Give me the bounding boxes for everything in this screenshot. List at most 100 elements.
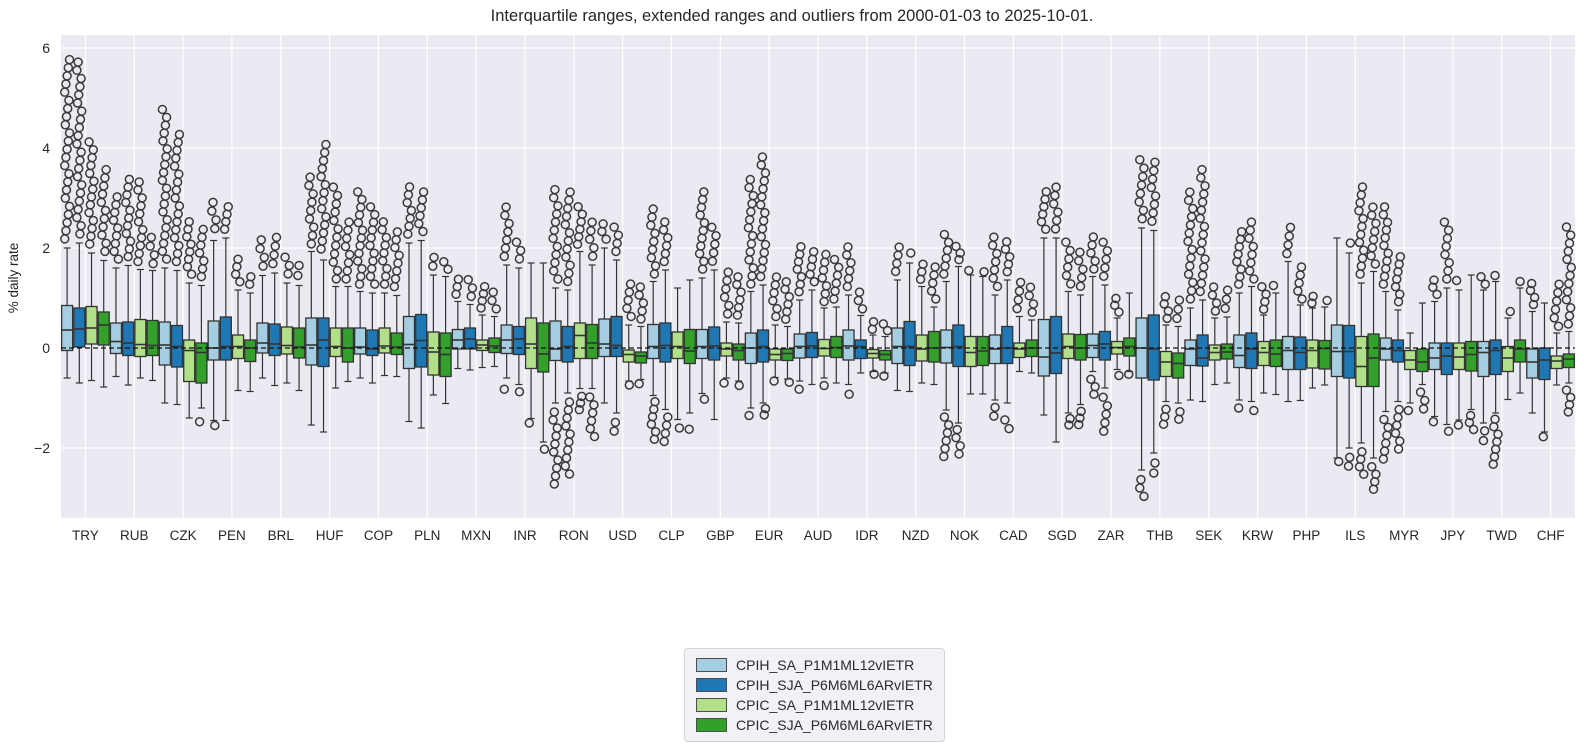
outlier-point bbox=[76, 180, 87, 190]
outlier-point bbox=[1358, 469, 1369, 479]
outlier-point bbox=[1236, 227, 1247, 237]
outlier-point bbox=[392, 227, 403, 237]
outlier-point bbox=[699, 394, 710, 404]
legend-entry: CPIC_SA_P1M1ML12vIETR bbox=[696, 697, 933, 713]
outlier-point bbox=[157, 104, 168, 115]
outlier-point bbox=[634, 379, 644, 389]
outlier-point bbox=[515, 245, 526, 256]
outlier-point bbox=[1480, 279, 1490, 289]
outlier-point bbox=[344, 249, 355, 260]
outlier-point bbox=[100, 205, 111, 216]
outlier-point bbox=[955, 441, 965, 451]
outlier-point bbox=[184, 217, 194, 227]
outlier-point bbox=[321, 139, 331, 150]
outlier-point bbox=[943, 237, 954, 248]
outlier-point bbox=[1428, 417, 1439, 427]
outlier-point bbox=[1111, 293, 1121, 304]
outlier-point bbox=[1197, 164, 1207, 175]
outlier-point bbox=[1395, 436, 1405, 446]
x-tick-label: MXN bbox=[461, 528, 491, 543]
outlier-point bbox=[699, 187, 709, 197]
outlier-point bbox=[76, 220, 86, 231]
outlier-point bbox=[1432, 289, 1442, 300]
outlier-point bbox=[1139, 163, 1149, 173]
outlier-point bbox=[707, 222, 717, 232]
box bbox=[280, 326, 294, 355]
box bbox=[549, 320, 562, 362]
outlier-point bbox=[1443, 225, 1454, 235]
outlier-point bbox=[1561, 222, 1572, 232]
box bbox=[268, 323, 281, 357]
outlier-point bbox=[1149, 468, 1159, 478]
outlier-point bbox=[760, 403, 771, 414]
outlier-point bbox=[624, 380, 635, 390]
outlier-point bbox=[404, 182, 415, 192]
outlier-point bbox=[1296, 262, 1307, 272]
outlier-point bbox=[1078, 264, 1088, 274]
outlier-point bbox=[1086, 374, 1096, 384]
outlier-point bbox=[1000, 415, 1010, 425]
box bbox=[671, 331, 684, 360]
outlier-point bbox=[854, 287, 865, 297]
box bbox=[1001, 325, 1014, 365]
outlier-point bbox=[589, 431, 600, 442]
outlier-point bbox=[638, 298, 649, 308]
outlier-point bbox=[1211, 298, 1222, 308]
legend-swatch bbox=[696, 658, 727, 672]
box bbox=[1428, 342, 1441, 371]
outlier-point bbox=[1150, 191, 1161, 201]
outlier-point bbox=[1187, 244, 1197, 255]
outlier-point bbox=[1098, 392, 1108, 402]
chart-title: Interquartile ranges, extended ranges an… bbox=[490, 7, 1094, 25]
x-tick-label: THB bbox=[1146, 528, 1173, 543]
outlier-point bbox=[609, 222, 619, 232]
outlier-point bbox=[553, 455, 563, 465]
outlier-point bbox=[809, 277, 820, 287]
outlier-point bbox=[992, 248, 1002, 259]
outlier-point bbox=[148, 258, 158, 269]
outlier-point bbox=[648, 204, 658, 214]
outlier-point bbox=[808, 247, 819, 257]
x-tick-label: TRY bbox=[72, 528, 99, 543]
outlier-point bbox=[1345, 238, 1356, 248]
outlier-point bbox=[1163, 306, 1174, 316]
outlier-point bbox=[369, 248, 379, 258]
box bbox=[329, 327, 342, 358]
outlier-point bbox=[64, 54, 75, 65]
outlier-point bbox=[370, 279, 380, 289]
outlier-point bbox=[1257, 282, 1267, 292]
outlier-point bbox=[1200, 181, 1210, 191]
outlier-point bbox=[210, 420, 220, 431]
outlier-point bbox=[382, 263, 392, 274]
outlier-point bbox=[894, 242, 904, 252]
outlier-point bbox=[1261, 289, 1271, 299]
outlier-point bbox=[1403, 405, 1414, 416]
outlier-point bbox=[1013, 295, 1024, 305]
outlier-point bbox=[453, 274, 464, 284]
y-axis-label: % daily rate bbox=[6, 242, 21, 314]
outlier-point bbox=[1284, 231, 1295, 241]
outlier-point bbox=[1138, 205, 1149, 216]
box bbox=[1013, 342, 1026, 359]
outlier-point bbox=[161, 112, 172, 123]
outlier-point bbox=[174, 129, 185, 140]
outlier-point bbox=[574, 404, 585, 415]
x-tick-label: EUR bbox=[755, 528, 784, 543]
box bbox=[1049, 315, 1063, 375]
box bbox=[1416, 348, 1429, 373]
outlier-point bbox=[674, 423, 685, 433]
outlier-point bbox=[1208, 282, 1219, 292]
outlier-point bbox=[711, 231, 721, 241]
outlier-point bbox=[524, 418, 535, 428]
outlier-point bbox=[1525, 285, 1536, 296]
outlier-point bbox=[332, 190, 343, 201]
outlier-point bbox=[589, 400, 599, 410]
outlier-point bbox=[479, 281, 490, 292]
outlier-point bbox=[1468, 424, 1479, 435]
outlier-point bbox=[101, 164, 111, 175]
x-tick-label: ILS bbox=[1345, 528, 1365, 543]
outlier-point bbox=[198, 224, 208, 235]
outlier-point bbox=[1053, 207, 1063, 217]
outlier-point bbox=[1090, 382, 1100, 392]
x-tick-label: NZD bbox=[902, 528, 930, 543]
